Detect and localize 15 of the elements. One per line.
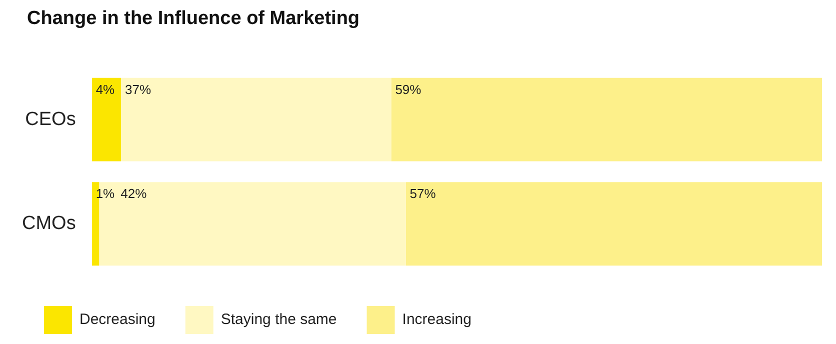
data-label: 4% xyxy=(96,82,116,97)
legend-label: Decreasing xyxy=(80,311,156,328)
data-label: 37% xyxy=(125,82,152,97)
data-label: 57% xyxy=(410,186,436,202)
legend-label: Increasing xyxy=(402,311,472,328)
bar xyxy=(121,78,392,162)
chart-title: Change in the Influence of Marketing xyxy=(27,8,360,30)
data-label: 42% xyxy=(120,186,148,202)
y-tick-label: CEOs xyxy=(25,108,76,130)
data-label: 59% xyxy=(395,82,422,97)
bar xyxy=(92,78,122,162)
bar xyxy=(406,182,822,266)
y-tick-label: CMOs xyxy=(22,213,76,234)
bar xyxy=(391,78,822,162)
legend-label: Staying the same xyxy=(220,311,337,328)
